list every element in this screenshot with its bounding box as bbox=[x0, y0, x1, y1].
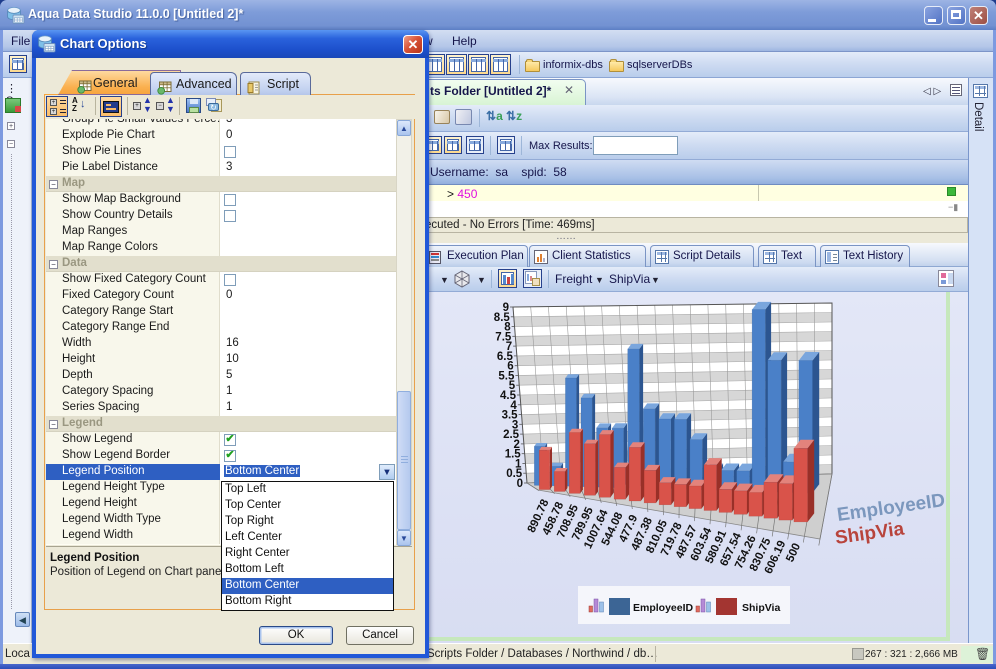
svg-text:5: 5 bbox=[509, 380, 516, 392]
svg-text:6: 6 bbox=[507, 361, 513, 373]
svg-text:9: 9 bbox=[503, 302, 509, 314]
svg-text:4: 4 bbox=[510, 400, 517, 412]
svg-text:2.5: 2.5 bbox=[503, 429, 520, 441]
svg-text:4.5: 4.5 bbox=[500, 390, 517, 402]
svg-text:ShipVia: ShipVia bbox=[742, 602, 780, 614]
svg-text:8: 8 bbox=[504, 322, 511, 334]
svg-text:0: 0 bbox=[517, 478, 523, 490]
svg-text:5.5: 5.5 bbox=[498, 370, 515, 382]
svg-text:8.5: 8.5 bbox=[494, 312, 511, 324]
svg-text:7.5: 7.5 bbox=[495, 331, 512, 343]
svg-text:1.5: 1.5 bbox=[505, 449, 522, 461]
svg-text:0.5: 0.5 bbox=[506, 468, 523, 480]
svg-text:6.5: 6.5 bbox=[497, 351, 514, 363]
svg-text:2: 2 bbox=[513, 439, 519, 451]
svg-text:7: 7 bbox=[506, 341, 512, 353]
svg-text:3: 3 bbox=[512, 419, 518, 431]
svg-text:EmployeeID: EmployeeID bbox=[633, 602, 694, 614]
svg-text:1: 1 bbox=[515, 458, 522, 470]
svg-text:3.5: 3.5 bbox=[502, 410, 519, 422]
